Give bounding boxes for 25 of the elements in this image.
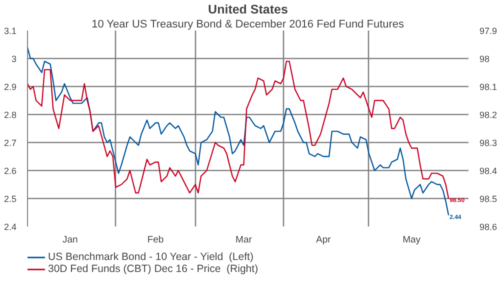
y-tick-label: 2.6 [4,166,17,176]
y2-tick-label: 98.2 [480,110,498,120]
y2-tick-label: 98.3 [480,138,498,148]
y-tick-label: 3.1 [4,26,17,36]
legend-label: US Benchmark Bond - 10 Year - Yield (Left) [48,251,254,263]
chart-title: United States [208,2,288,16]
y-tick-label: 2.5 [4,194,17,204]
y2-tick-label: 98.1 [480,82,498,92]
y-tick-label: 2.4 [4,222,17,232]
x-tick-label: Feb [147,234,164,246]
legend-label: 30D Fed Funds (CBT) Dec 16 - Price (Right) [48,263,258,275]
y2-tick-label: 98.4 [480,166,498,176]
y2-tick-label: 98.6 [480,222,498,232]
y-tick-label: 2.8 [4,110,17,120]
x-tick-label: Apr [316,234,331,246]
y2-tick-label: 98.5 [480,194,498,204]
x-tick-label: Mar [236,234,252,246]
x-tick-label: Jan [62,234,78,246]
y2-tick-label: 98 [480,54,490,64]
y2-tick-label: 97.9 [480,26,498,36]
y-tick-label: 3 [11,54,17,64]
y-tick-label: 2.7 [4,138,17,148]
chart-subtitle: 10 Year US Treasury Bond & December 2016 Fed Fund Futures [92,18,405,30]
y-tick-label: 2.9 [4,82,17,92]
x-tick-label: May [402,234,421,246]
